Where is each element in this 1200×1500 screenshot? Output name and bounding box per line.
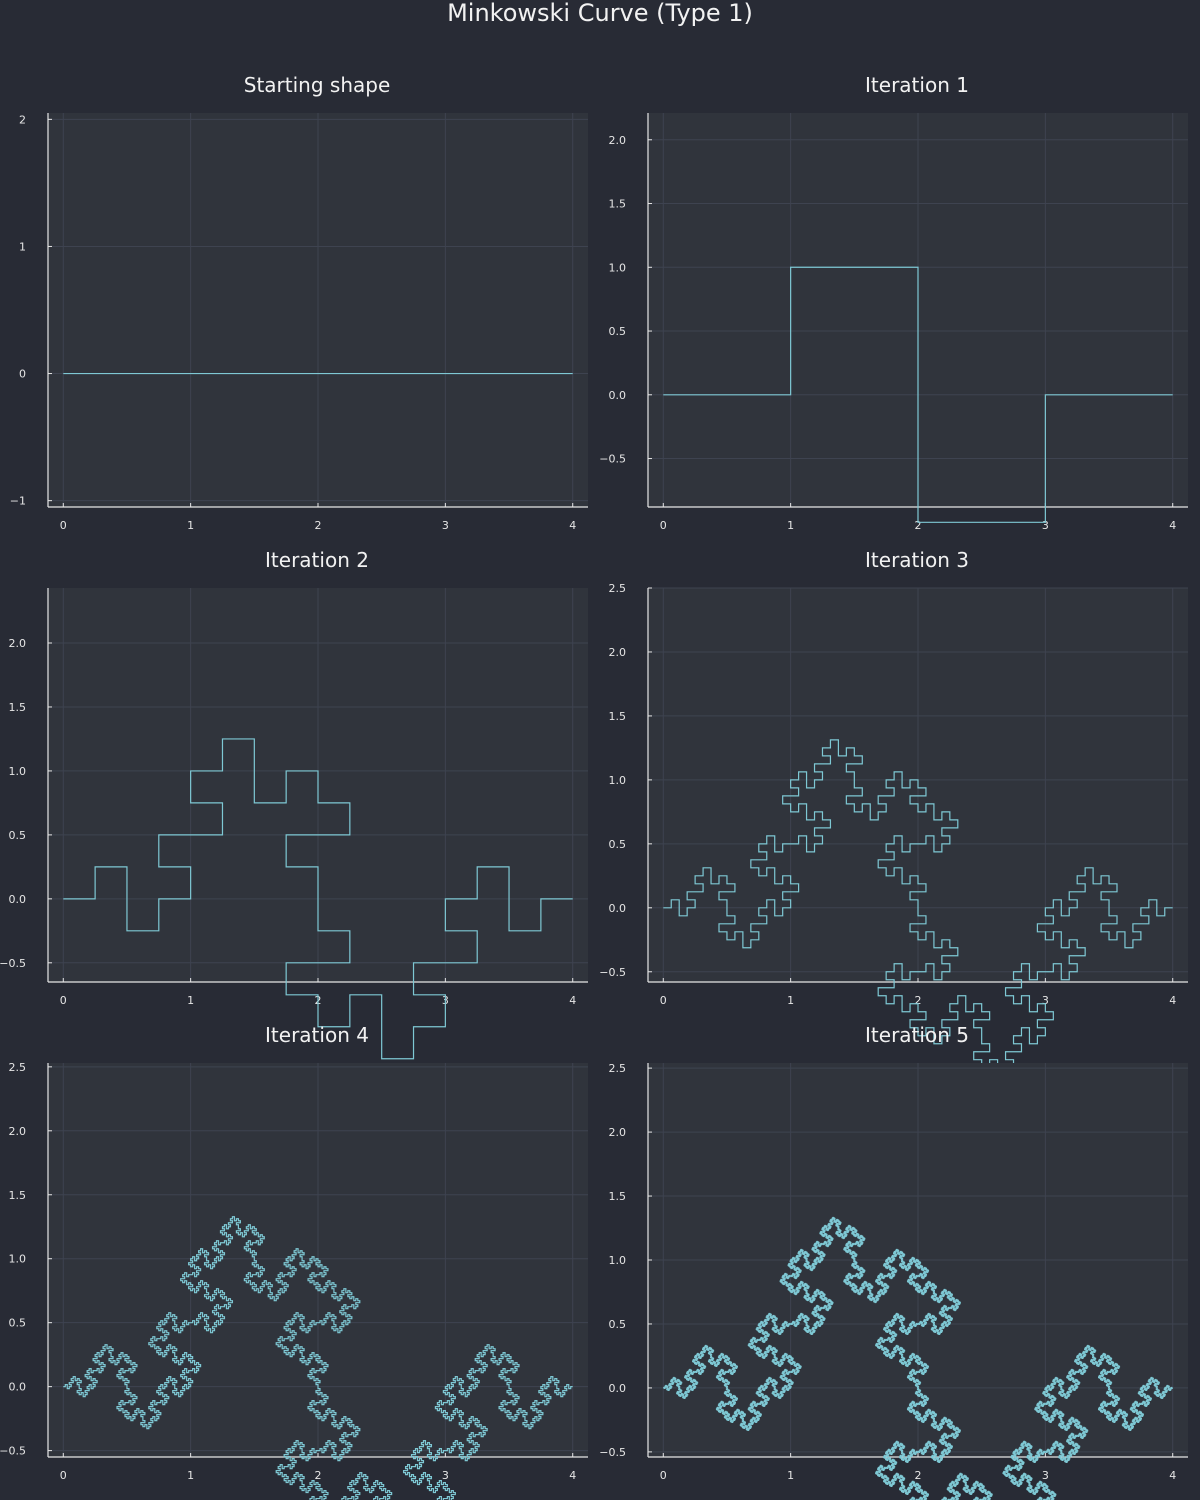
y-tick-label: 0.0 — [609, 389, 627, 402]
figure-title: Minkowski Curve (Type 1) — [447, 0, 753, 27]
subplot-5: 0 1 2 3 4 −0.5 0.0 0.5 1.0 1.5 2.0 2.5 Iteration 5 — [599, 1023, 1188, 1500]
x-tick-label: 2 — [315, 519, 322, 532]
x-tick-label: 4 — [569, 994, 576, 1007]
x-tick-label: 1 — [787, 1469, 794, 1482]
x-tick-label: 0 — [660, 519, 667, 532]
subplot-title: Iteration 3 — [865, 548, 969, 572]
subplot-4: 0 1 2 3 4 −0.5 0.0 0.5 1.0 1.5 2.0 2.5 Iteration 4 — [0, 1023, 588, 1500]
x-tick-label: 4 — [569, 519, 576, 532]
y-tick-label: 1.5 — [9, 1189, 27, 1202]
y-tick-label: 1.5 — [609, 1190, 627, 1203]
minkowski-curve-line — [63, 738, 573, 1060]
y-tick-label: 1.0 — [609, 1254, 627, 1267]
subplot-title: Iteration 4 — [265, 1023, 369, 1047]
x-tick-label: 0 — [660, 1469, 667, 1482]
subplot-1: 0 1 2 3 4 −0.5 0.0 0.5 1.0 1.5 2.0 Iteration 1 — [599, 73, 1188, 532]
x-tick-label: 0 — [660, 994, 667, 1007]
y-tick-label: 2.5 — [609, 1062, 627, 1075]
x-tick-label: 3 — [1042, 1469, 1049, 1482]
y-tick-label: −0.5 — [0, 1445, 26, 1458]
y-tick-label: 2.0 — [609, 1126, 627, 1139]
y-tick-label: 0.5 — [9, 1317, 27, 1330]
y-tick-label: 0.0 — [9, 1381, 27, 1394]
subplot-0: 0 1 2 3 4 −1 0 1 2 Starting shape — [10, 73, 588, 532]
x-tick-label: 3 — [1042, 519, 1049, 532]
x-tick-label: 3 — [442, 1469, 449, 1482]
y-tick-label: 0.0 — [609, 902, 627, 915]
y-tick-label: 1.5 — [609, 198, 627, 211]
x-tick-label: 3 — [442, 519, 449, 532]
x-tick-label: 1 — [187, 1469, 194, 1482]
x-tick-label: 1 — [787, 994, 794, 1007]
y-tick-label: −0.5 — [599, 966, 626, 979]
y-tick-label: −0.5 — [599, 453, 626, 466]
y-tick-label: 0.5 — [609, 838, 627, 851]
y-tick-label: 1.5 — [9, 701, 27, 714]
x-tick-label: 1 — [787, 519, 794, 532]
subplot-title: Iteration 2 — [265, 548, 369, 572]
minkowski-curve-line — [63, 1216, 573, 1500]
y-tick-label: 1.5 — [609, 710, 627, 723]
y-tick-label: 0.5 — [609, 1318, 627, 1331]
x-tick-label: 1 — [187, 994, 194, 1007]
minkowski-curve-line — [663, 1216, 1173, 1500]
y-tick-label: 2.0 — [609, 134, 627, 147]
y-tick-label: 0 — [19, 368, 26, 381]
minkowski-curve-line — [663, 266, 1173, 523]
y-tick-label: 1.0 — [9, 1253, 27, 1266]
subplot-title: Iteration 1 — [865, 73, 969, 97]
y-tick-label: 2.0 — [9, 637, 27, 650]
x-tick-label: 4 — [1169, 994, 1176, 1007]
x-tick-label: 1 — [187, 519, 194, 532]
subplot-3: 0 1 2 3 4 −0.5 0.0 0.5 1.0 1.5 2.0 2.5 Iteration 3 — [599, 548, 1188, 1077]
y-tick-label: 2.5 — [9, 1061, 27, 1074]
x-tick-label: 4 — [1169, 1469, 1176, 1482]
y-tick-label: 1.0 — [609, 261, 627, 274]
y-tick-label: 0.5 — [9, 829, 27, 842]
y-tick-label: 1 — [19, 240, 26, 253]
y-tick-label: −1 — [10, 495, 26, 508]
y-tick-label: 2.0 — [609, 646, 627, 659]
x-tick-label: 0 — [60, 519, 67, 532]
y-tick-label: 2.5 — [609, 582, 627, 595]
y-tick-label: 2 — [19, 113, 26, 126]
y-tick-label: 0.0 — [9, 893, 27, 906]
x-tick-label: 2 — [915, 519, 922, 532]
y-tick-label: 2.0 — [9, 1125, 27, 1138]
y-tick-label: −0.5 — [0, 957, 26, 970]
x-tick-label: 0 — [60, 1469, 67, 1482]
minkowski-curve-line — [663, 739, 1173, 1077]
y-tick-label: 0.5 — [609, 325, 627, 338]
x-tick-label: 2 — [915, 1469, 922, 1482]
subplot-title: Starting shape — [244, 73, 391, 97]
x-tick-label: 2 — [915, 994, 922, 1007]
y-tick-label: 1.0 — [9, 765, 27, 778]
subplot-title: Iteration 5 — [865, 1023, 969, 1047]
y-tick-label: 1.0 — [609, 774, 627, 787]
x-tick-label: 4 — [569, 1469, 576, 1482]
x-tick-label: 3 — [1042, 994, 1049, 1007]
x-tick-label: 0 — [60, 994, 67, 1007]
x-tick-label: 2 — [315, 1469, 322, 1482]
x-tick-label: 4 — [1169, 519, 1176, 532]
y-tick-label: 0.0 — [609, 1382, 627, 1395]
y-tick-label: −0.5 — [599, 1446, 626, 1459]
